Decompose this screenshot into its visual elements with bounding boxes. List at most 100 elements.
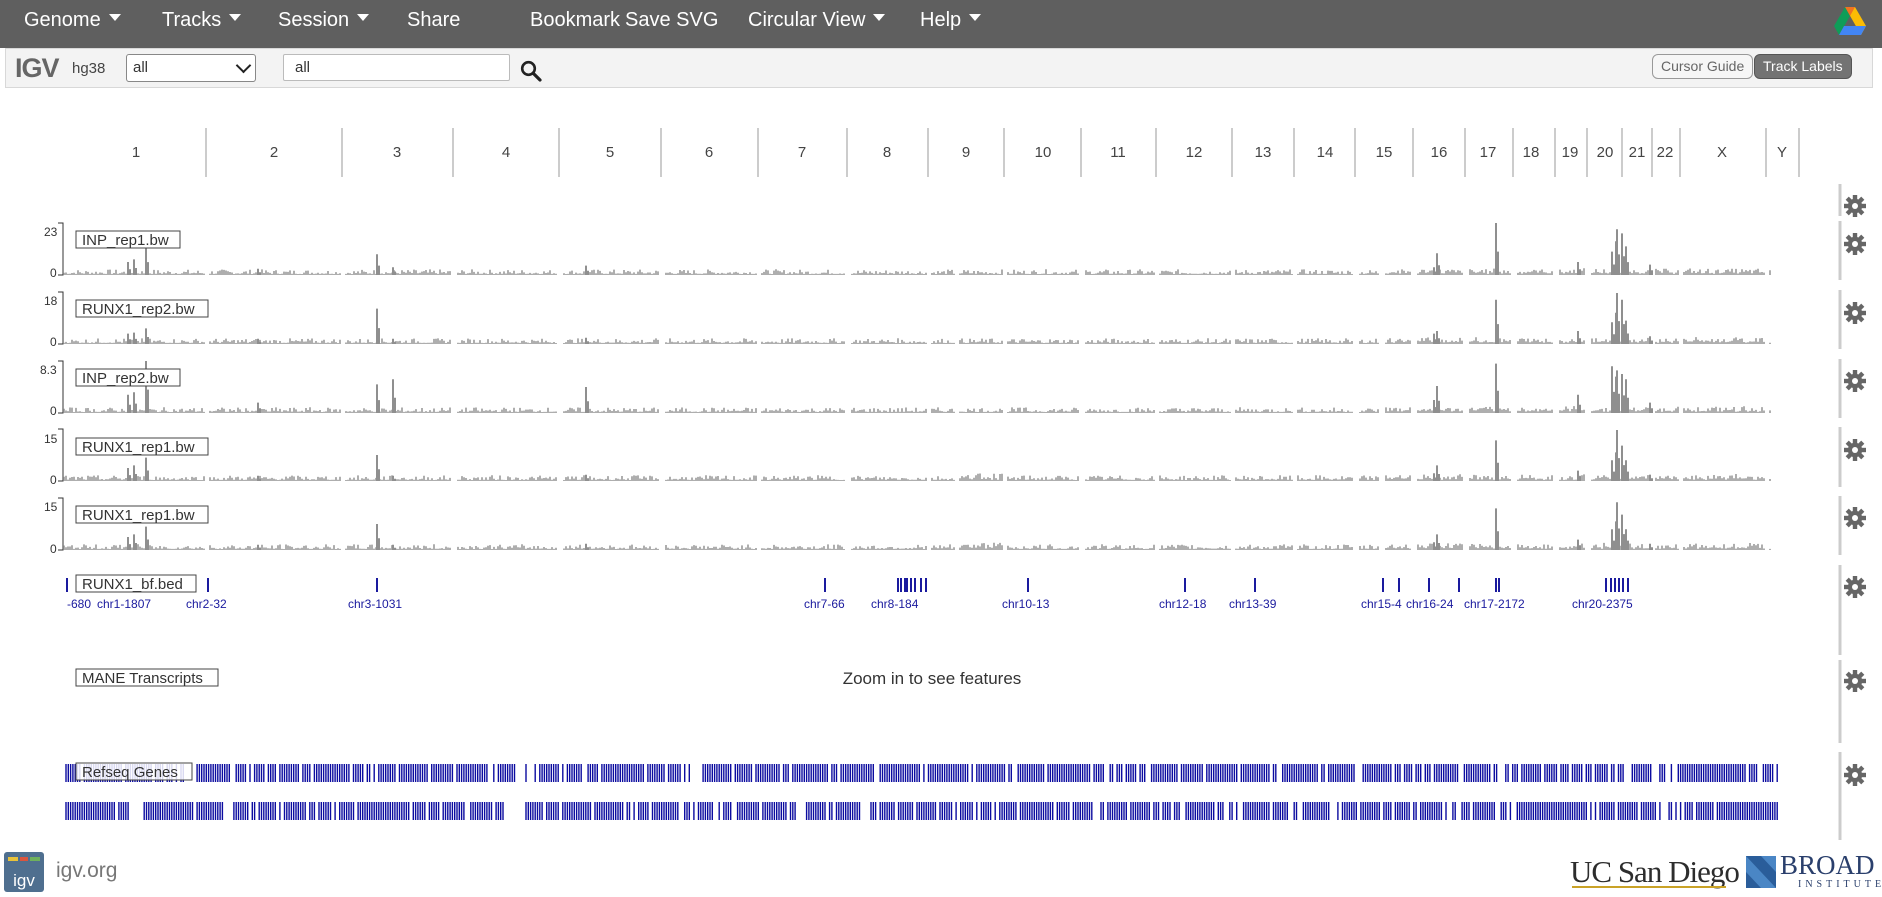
gear-icon[interactable] [1844,370,1866,392]
refseq-gene[interactable] [65,764,1778,782]
track-name-label[interactable]: Refseq Genes [75,762,193,781]
track-name-label[interactable]: INP_rep2.bw [75,368,181,387]
bed-feature[interactable] [1498,578,1500,592]
bed-feature[interactable] [1610,578,1612,592]
bed-feature[interactable] [914,578,916,592]
refseq-gene[interactable] [65,802,1778,820]
save-svg-menu[interactable]: Save SVG [625,0,718,40]
chromosome-label[interactable]: 13 [1255,144,1272,161]
gear-icon[interactable] [1844,302,1866,324]
chromosome-label[interactable]: 15 [1376,144,1393,161]
chromosome-label[interactable]: 19 [1562,144,1579,161]
bed-feature[interactable] [920,578,922,592]
gear-icon[interactable] [1844,576,1866,598]
igv-app-icon[interactable]: igv [4,852,44,892]
session-menu[interactable]: Session [278,0,370,40]
search-icon[interactable] [520,60,542,82]
help-menu[interactable]: Help [920,0,982,40]
genome-label[interactable]: hg38 [72,60,106,77]
gear-icon[interactable] [1844,670,1866,692]
bed-feature[interactable] [1495,578,1497,592]
bed-feature[interactable] [1605,578,1607,592]
bed-feature[interactable] [207,578,209,592]
gear-layer [1844,195,1866,786]
chromosome-label[interactable]: 5 [606,144,614,161]
bed-feature[interactable] [824,578,826,592]
genome-menu[interactable]: Genome [24,0,121,40]
wig-track-plot[interactable] [58,497,1771,551]
track-name-label[interactable]: MANE Transcripts [75,668,219,687]
bed-feature[interactable] [900,578,902,592]
bookmark-menu[interactable]: Bookmark [530,0,620,40]
chromosome-label[interactable]: 1 [132,144,140,161]
google-drive-icon[interactable] [1834,7,1866,35]
chromosome-label[interactable]: 18 [1523,144,1540,161]
chromosome-label[interactable]: 16 [1431,144,1448,161]
wig-track-plot[interactable] [58,360,1771,414]
bed-feature[interactable] [1254,578,1256,592]
gear-icon[interactable] [1844,233,1866,255]
tracks-menu[interactable]: Tracks [162,0,242,40]
cursor-guide-button[interactable]: Cursor Guide [1652,54,1754,79]
bed-feature[interactable] [1382,578,1384,592]
bed-feature[interactable] [1458,578,1460,592]
share-menu[interactable]: Share [407,0,460,40]
circular-view-menu[interactable]: Circular View [748,0,886,40]
locus-search-input[interactable] [283,54,510,81]
chromosome-label[interactable]: X [1717,144,1727,161]
chromosome-label[interactable]: 2 [270,144,278,161]
chromosome-label[interactable]: 21 [1629,144,1646,161]
track-RUNX1_rep2: 18 0 RUNX1_rep2.bw [44,294,209,349]
bed-feature[interactable] [910,578,912,592]
track-name-text: Refseq Genes [82,764,178,781]
chromosome-label[interactable]: 14 [1317,144,1334,161]
wig-track-plot[interactable] [58,291,1771,345]
wig-track-plot[interactable] [58,222,1771,276]
broad-institute-logo[interactable]: BROAD INSTITUTE [1780,852,1882,890]
chromosome-label[interactable]: 22 [1657,144,1674,161]
gear-icon[interactable] [1844,507,1866,529]
gear-icon[interactable] [1844,439,1866,461]
feature-label: chr7-66 [804,597,845,611]
bed-feature[interactable] [1618,578,1620,592]
bed-feature[interactable] [66,578,68,592]
chromosome-label[interactable]: 6 [705,144,713,161]
track-labels-button[interactable]: Track Labels [1754,54,1852,79]
gear-icon[interactable] [1844,195,1866,217]
track-name-label[interactable]: RUNX1_rep1.bw [75,505,209,524]
wig-track-plot[interactable] [58,428,1771,482]
data-range-min: 0 [50,404,57,418]
track-name-label[interactable]: RUNX1_rep2.bw [75,299,209,318]
bed-feature[interactable] [1398,578,1400,592]
chromosome-label[interactable]: 12 [1186,144,1203,161]
track-name-label[interactable]: RUNX1_rep1.bw [75,437,209,456]
bed-feature[interactable] [906,578,908,592]
chromosome-label[interactable]: 4 [502,144,510,161]
bed-feature[interactable] [1627,578,1629,592]
chromosome-label[interactable]: 9 [962,144,970,161]
igv-org-link[interactable]: igv.org [56,859,118,882]
chromosome-label[interactable]: 7 [798,144,806,161]
bed-feature[interactable] [897,578,899,592]
chromosome-label[interactable]: 8 [883,144,891,161]
track-name-label[interactable]: RUNX1_bf.bed [75,574,197,593]
data-range-axis [58,291,64,345]
track-name-label[interactable]: INP_rep1.bw [75,230,181,249]
chromosome-select[interactable]: all [126,54,256,82]
bed-feature[interactable] [925,578,927,592]
chromosome-label[interactable]: 17 [1480,144,1497,161]
bed-feature[interactable] [1184,578,1186,592]
chromosome-label[interactable]: 10 [1035,144,1052,161]
chromosome-label[interactable]: 20 [1597,144,1614,161]
chromosome-label[interactable]: 11 [1110,144,1126,161]
gear-icon[interactable] [1844,764,1866,786]
ucsd-logo[interactable]: UC San Diego [1570,854,1740,889]
chromosome-label[interactable]: Y [1777,144,1787,161]
bed-feature[interactable] [1027,578,1029,592]
bed-feature[interactable] [376,578,378,592]
bed-feature[interactable] [1614,578,1616,592]
bed-feature[interactable] [1428,578,1430,592]
bed-feature[interactable] [904,578,906,592]
bed-feature[interactable] [1622,578,1624,592]
chromosome-label[interactable]: 3 [393,144,401,161]
